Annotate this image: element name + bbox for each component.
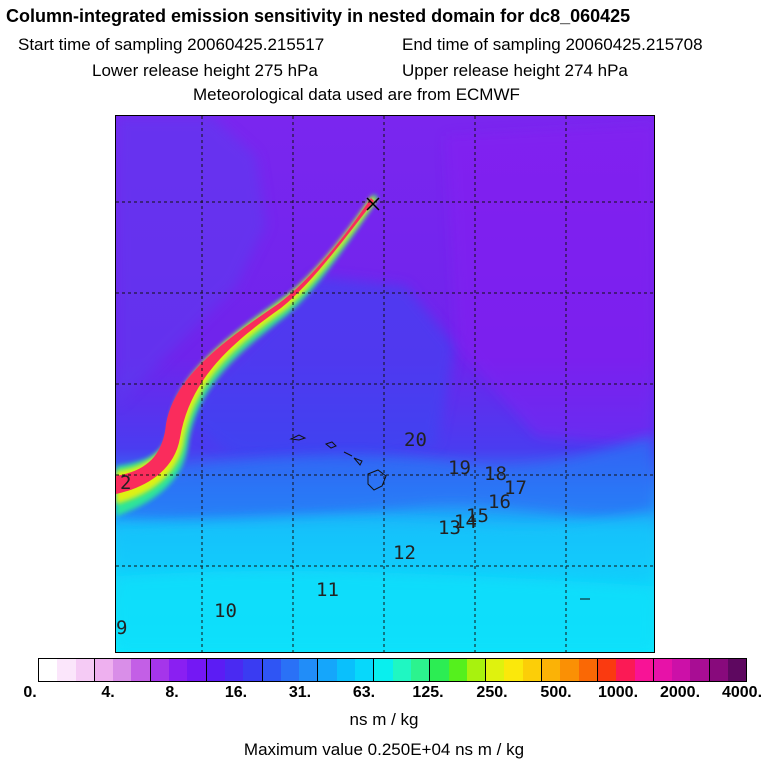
colorbar-swatch [336, 659, 356, 681]
colorbar-swatch [634, 659, 654, 681]
map-grid [116, 116, 654, 652]
colorbar-swatch [597, 659, 617, 681]
colorbar-swatch [150, 659, 170, 681]
trajectory-label: 11 [316, 579, 339, 601]
colorbar-swatch [653, 659, 673, 681]
trajectory-label: 12 [393, 542, 416, 564]
coastlines [289, 434, 590, 600]
colorbar-swatch [57, 659, 76, 681]
plot-title: Column-integrated emission sensitivity i… [6, 6, 631, 26]
color-scale-bar [38, 658, 747, 682]
colorbar-tick-label: 16. [224, 684, 248, 701]
trajectory-label: 18 [484, 463, 507, 485]
upper-release-label: Upper release height 274 hPa [402, 61, 628, 80]
colorbar-tick-label: 0. [23, 684, 37, 701]
trajectory-label: 17 [504, 477, 527, 499]
colorbar-tick-label: 4. [101, 684, 115, 701]
start-time-label: Start time of sampling 20060425.215517 [18, 35, 325, 54]
units-label: ns m / kg [349, 710, 419, 729]
colorbar-tick-label: 31. [288, 684, 312, 701]
mid-blue-region [176, 276, 456, 461]
upper-left-blue-region [116, 116, 266, 406]
colorbar-swatch [727, 659, 747, 681]
colorbar-swatch [448, 659, 467, 681]
colorbar-swatch [75, 659, 95, 681]
colorbar-swatch [113, 659, 132, 681]
colorbar-tick-label: 250. [476, 684, 508, 701]
trajectory-label: 16 [488, 491, 511, 513]
colorbar-swatch [206, 659, 225, 681]
colorbar-swatch [94, 659, 114, 681]
colorbar-swatch [709, 659, 728, 681]
colorbar-swatch [262, 659, 281, 681]
colorbar-swatch [39, 659, 58, 681]
colorbar-swatch [690, 659, 710, 681]
trajectory-label: 15 [466, 505, 489, 527]
colorbar-tick-label: 500. [540, 684, 572, 701]
colorbar-swatch [243, 659, 263, 681]
lower-release-label: Lower release height 275 hPa [92, 61, 318, 80]
maximum-value-label: Maximum value 0.250E+04 ns m / kg [243, 740, 525, 759]
colorbar-swatch [169, 659, 188, 681]
colorbar-swatch [392, 659, 411, 681]
trajectory-label: 9 [116, 617, 127, 639]
colorbar-tick-label: 8. [165, 684, 179, 701]
end-time-label: End time of sampling 20060425.215708 [402, 35, 703, 54]
colorbar-tick-label: 63. [352, 684, 376, 701]
x-marker [366, 197, 380, 211]
trajectory-label: 13 [438, 517, 461, 539]
trajectory-label: 10 [214, 600, 237, 622]
colorbar-swatch [280, 659, 300, 681]
plume-inner [116, 198, 374, 494]
colorbar-swatch [187, 659, 207, 681]
colorbar-swatch [672, 659, 691, 681]
colorbar-swatch [374, 659, 393, 681]
trajectory-label: 2 [120, 472, 131, 494]
colorbar-swatch [224, 659, 244, 681]
colorbar-swatch [410, 659, 431, 681]
colorbar-tick-label: 125. [412, 684, 444, 701]
colorbar-tick-label: 1000. [597, 684, 639, 701]
colorbar-swatch [522, 659, 543, 681]
sensitivity-map: 2 9 10 11 12 13 14 15 16 17 18 19 20 [115, 115, 655, 653]
trajectory-label: 20 [404, 429, 427, 451]
trajectory-label: 19 [448, 457, 471, 479]
colorbar-swatch [560, 659, 579, 681]
trajectory-label: 14 [454, 511, 477, 533]
colorbar-tick-label: 2000. [659, 684, 701, 701]
met-data-label: Meteorological data used are from ECMWF [193, 85, 520, 104]
colorbar-swatch [318, 659, 337, 681]
colorbar-swatch [131, 659, 151, 681]
colorbar-swatch [299, 659, 319, 681]
colorbar-swatch [355, 659, 375, 681]
colorbar-swatch [430, 659, 449, 681]
colorbar-swatch [504, 659, 523, 681]
light-cyan-band [116, 570, 654, 652]
violet-region-right [446, 126, 654, 446]
colorbar-swatch [542, 659, 561, 681]
colorbar-swatch [578, 659, 598, 681]
colorbar-swatch [616, 659, 635, 681]
colorbar-tick-label: 4000. [721, 684, 763, 701]
colorbar-swatch [486, 659, 505, 681]
colorbar-swatch [466, 659, 487, 681]
